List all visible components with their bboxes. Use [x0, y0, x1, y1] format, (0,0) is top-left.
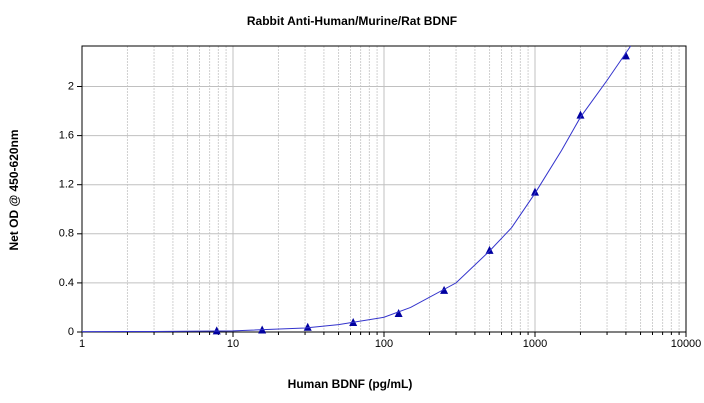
- data-point: [212, 326, 221, 335]
- chart-title: Rabbit Anti-Human/Murine/Rat BDNF: [247, 14, 457, 28]
- x-tick-label: 10000: [671, 338, 702, 350]
- x-tick-label: 10: [227, 338, 239, 350]
- y-tick-label: 0.4: [59, 277, 74, 289]
- x-tick-label: 100: [375, 338, 393, 350]
- x-tick-label: 1: [79, 338, 85, 350]
- data-point: [531, 187, 539, 196]
- y-tick-label: 2: [68, 80, 74, 92]
- fit-curve: [81, 45, 632, 333]
- data-point: [621, 51, 630, 60]
- y-tick-label: 0: [68, 326, 74, 338]
- data-point: [303, 322, 312, 331]
- x-tick-label: 1000: [523, 338, 547, 350]
- y-tick-label: 1.6: [59, 130, 74, 142]
- data-point: [576, 110, 585, 119]
- data-point: [485, 245, 494, 254]
- x-axis-label: Human BDNF (pg/mL): [288, 377, 413, 391]
- data-point: [394, 308, 403, 317]
- y-tick-label: 1.2: [59, 179, 74, 191]
- y-tick-label: 0.8: [59, 228, 74, 240]
- plot-frame: [81, 45, 687, 333]
- y-axis-label: Net OD @ 450-620nm: [7, 129, 21, 250]
